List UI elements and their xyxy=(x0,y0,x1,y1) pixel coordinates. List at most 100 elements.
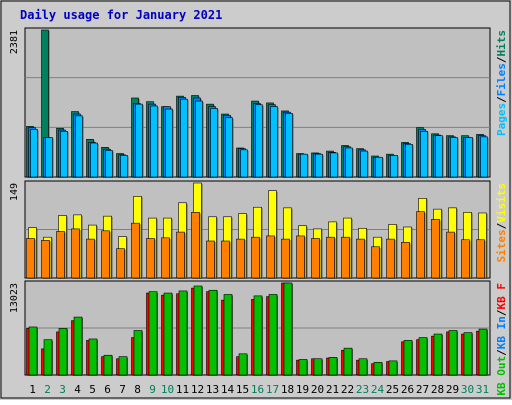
x-tick-label: 21 xyxy=(326,383,339,396)
kb-out-bar xyxy=(313,358,323,376)
sites-bar xyxy=(281,238,290,279)
x-tick-label: 10 xyxy=(161,383,174,396)
pages-bar xyxy=(255,104,263,178)
pages-bar xyxy=(450,137,458,178)
kb-out-bar xyxy=(103,354,113,376)
x-tick-label: 6 xyxy=(104,383,111,396)
legend-item-files: Files xyxy=(495,63,508,96)
sites-bar xyxy=(26,238,35,279)
pages-bar xyxy=(240,149,248,178)
kb-out-bar xyxy=(268,294,278,376)
sites-bar xyxy=(266,235,275,279)
panel-1-bars xyxy=(26,29,489,178)
x-tick-label: 12 xyxy=(191,383,204,396)
x-tick-label: 5 xyxy=(89,383,96,396)
legend-separator: / xyxy=(495,222,508,229)
x-tick-label: 25 xyxy=(386,383,399,396)
sites-bar xyxy=(56,231,65,279)
pages-bar xyxy=(465,137,473,178)
panel-2: 149 xyxy=(9,180,491,279)
panel-2-legend: Sites/Visits xyxy=(495,183,508,263)
kb-out-bar xyxy=(118,356,128,376)
sites-bar xyxy=(311,238,320,279)
pages-bar xyxy=(90,142,98,178)
sites-bar xyxy=(326,236,335,279)
kb-out-bar xyxy=(133,330,143,376)
kb-out-bar xyxy=(238,353,248,376)
sites-bar xyxy=(401,241,410,279)
kb-out-bar xyxy=(88,338,98,376)
pages-bar xyxy=(300,153,308,178)
x-tick-label: 2 xyxy=(44,383,51,396)
x-tick-label: 24 xyxy=(371,383,385,396)
sites-bar xyxy=(476,239,485,279)
sites-bar xyxy=(251,236,260,279)
legend-item-kb-in: KB In xyxy=(495,316,508,349)
legend-item-pages: Pages xyxy=(495,103,508,136)
sites-bar xyxy=(461,239,470,279)
x-tick-label: 17 xyxy=(266,383,279,396)
pages-bar xyxy=(210,108,218,178)
kb-out-bar xyxy=(298,359,308,376)
legend-item-kb-f: KB F xyxy=(495,283,508,310)
kb-out-bar xyxy=(343,347,353,376)
panel-3-y-max-label: 13023 xyxy=(9,283,20,313)
sites-bar xyxy=(206,240,215,279)
kb-out-bar xyxy=(58,328,68,376)
sites-bar xyxy=(446,231,455,279)
panel-3-bars xyxy=(26,282,488,376)
sites-bar xyxy=(101,230,110,279)
pages-bar xyxy=(420,131,428,178)
x-tick-label: 19 xyxy=(296,383,309,396)
kb-out-bar xyxy=(358,358,368,376)
pages-bar xyxy=(315,153,323,178)
sites-bar xyxy=(161,237,170,279)
pages-bar xyxy=(480,136,488,178)
x-tick-label: 1 xyxy=(29,383,36,396)
sites-bar xyxy=(86,238,95,279)
legend-item-sites: Sites xyxy=(495,229,508,262)
panel-2-y-max-label: 149 xyxy=(9,183,20,201)
panel-3-legend: KB Out/KB In/KB F xyxy=(495,283,508,396)
pages-bar xyxy=(45,137,53,178)
sites-bar xyxy=(41,240,50,279)
kb-out-bar xyxy=(163,292,173,376)
pages-bar xyxy=(345,147,353,178)
sites-bar xyxy=(431,219,440,279)
pages-bar xyxy=(330,152,338,178)
kb-out-bar xyxy=(478,328,488,376)
kb-out-bar xyxy=(388,360,398,376)
panel-2-bars xyxy=(26,182,488,279)
sites-bar xyxy=(71,228,80,279)
pages-bar xyxy=(195,100,203,178)
x-axis-labels: 1 2 3 4 5 6 7 8 9 10 11 12 13 14 15 16 17 18 19 20 21 22 23 24 2… xyxy=(29,383,489,396)
pages-bar xyxy=(75,115,83,178)
x-tick-label: 13 xyxy=(206,383,219,396)
sites-bar xyxy=(116,248,125,279)
x-tick-label: 7 xyxy=(119,383,126,396)
pages-bar xyxy=(285,113,293,178)
panel-3: 13023 xyxy=(9,280,491,376)
kb-out-bar xyxy=(373,361,383,376)
kb-out-bar xyxy=(43,339,53,376)
pages-bar xyxy=(60,131,68,178)
x-tick-label: 22 xyxy=(341,383,354,396)
x-tick-label: 4 xyxy=(74,383,81,396)
kb-out-bar xyxy=(28,326,38,376)
kb-out-bar xyxy=(253,295,263,376)
x-tick-label: 20 xyxy=(311,383,324,396)
kb-out-bar xyxy=(463,332,473,376)
pages-bar xyxy=(105,150,113,178)
pages-bar xyxy=(165,108,173,178)
x-tick-label: 11 xyxy=(176,383,189,396)
kb-out-bar xyxy=(178,290,188,376)
kb-out-bar xyxy=(418,337,428,376)
sites-bar xyxy=(386,238,395,279)
x-tick-label: 14 xyxy=(221,383,235,396)
x-tick-label: 26 xyxy=(401,383,414,396)
pages-bar xyxy=(180,98,188,178)
x-tick-label: 27 xyxy=(416,383,429,396)
sites-bar xyxy=(176,231,185,279)
x-tick-label: 3 xyxy=(59,383,66,396)
x-tick-label: 16 xyxy=(251,383,264,396)
